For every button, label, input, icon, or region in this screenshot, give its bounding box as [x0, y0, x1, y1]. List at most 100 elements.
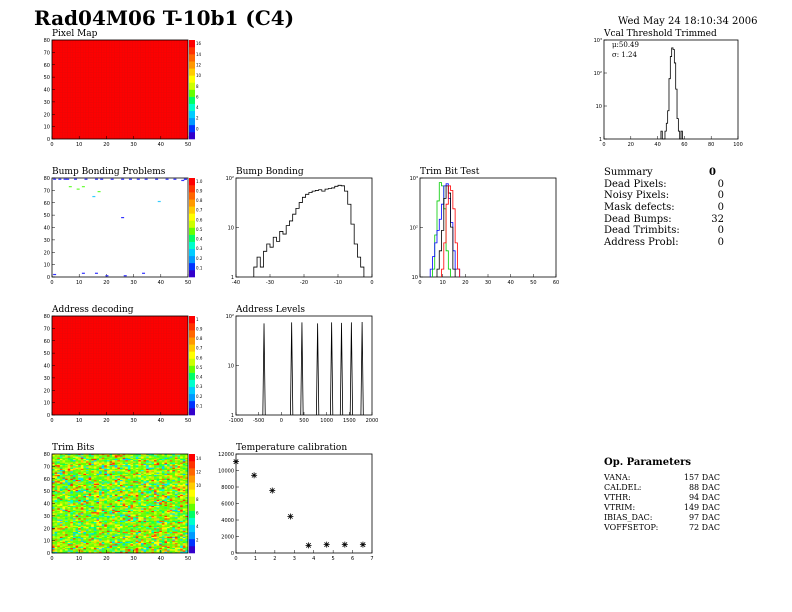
trim_bits-cell	[174, 457, 178, 460]
trim_bits-cell	[54, 522, 58, 524]
trim_bits-cell	[143, 544, 147, 546]
trim_bits-cell	[86, 470, 89, 472]
trim_bits-cell	[143, 541, 147, 544]
trim_bits-cell	[180, 454, 183, 456]
trim_bits-cell	[54, 478, 58, 481]
trim_bits-cell	[169, 462, 173, 465]
trim_bits-cell	[169, 515, 173, 518]
trim_bits-cell	[104, 461, 108, 463]
trim_bits-cell	[135, 508, 139, 510]
trim_bits-cell	[83, 501, 87, 503]
trim_bits-cell	[99, 519, 102, 522]
trim_bits-cell	[154, 491, 157, 493]
trim_bits-cell	[57, 486, 61, 488]
trim_bits-cell	[93, 475, 97, 477]
trim_bits-cell	[101, 524, 105, 526]
trim_bits-cell	[151, 473, 155, 476]
trim_bits-cell	[62, 486, 66, 488]
bump_problems-point	[81, 272, 85, 274]
trim_bits-cell	[114, 539, 118, 541]
trim_bits-cell	[120, 483, 123, 486]
trim_bits-cell	[151, 492, 155, 494]
trim_bits-cell	[99, 487, 102, 489]
trim_bits-cell	[127, 460, 131, 462]
trim_bits-cell	[138, 540, 142, 543]
trim_bits-cell	[70, 475, 74, 477]
trim_bits-cell	[109, 461, 113, 463]
trim_bits-cell	[120, 478, 123, 481]
trim_bits-cell	[96, 455, 100, 457]
trim_bits-cell	[154, 508, 157, 510]
trim_bits-cell	[133, 488, 136, 491]
trim_bits-cell	[143, 545, 147, 548]
trim_bits-cell	[138, 534, 142, 536]
pixel_map-y-tick-label: 0	[47, 137, 50, 143]
address_decoding-y-tick-label: 40	[44, 364, 50, 370]
trim_bits-cell	[117, 549, 121, 551]
trim_bits-cell	[161, 499, 165, 502]
trim_bits-cell	[154, 492, 157, 494]
trim_bits-cell	[122, 538, 126, 540]
trim_bits-cell	[159, 535, 163, 538]
trim_bits-cell	[109, 505, 113, 508]
trim_bits-cell	[75, 467, 79, 470]
trim_bits-cell	[78, 498, 81, 500]
trim_bits-cell	[148, 503, 152, 505]
trim_bits-cell	[185, 549, 189, 551]
trim_bits-cell	[75, 508, 79, 510]
trim_bits-cell	[146, 549, 149, 551]
trim_bits-cell	[127, 463, 131, 466]
bump_problems-point	[105, 275, 109, 277]
bump_problems-point	[68, 186, 72, 188]
trim_bits-cell	[169, 523, 173, 525]
address_decoding-color-scale-segment	[189, 393, 195, 402]
trim_bits-cell	[88, 503, 92, 505]
trim_bits-cell	[117, 534, 121, 536]
trim_bits-cell	[140, 520, 144, 523]
trim_bits-cell	[114, 502, 118, 504]
trim_bits-cell	[154, 465, 157, 467]
trim_bits-cell	[106, 487, 110, 489]
trim_bits-cell	[167, 486, 170, 488]
trim_bits-cell	[96, 505, 100, 508]
trim_bits-cell	[96, 483, 100, 486]
trim_bits-cell	[122, 510, 126, 513]
trim_bits-cell	[112, 510, 115, 513]
trim_bits-cell	[172, 457, 176, 460]
trim_bits-cell	[154, 524, 157, 526]
trim_bits-cell	[93, 514, 97, 517]
trim_bits-cell	[112, 536, 115, 539]
trim_bits-cell	[112, 508, 115, 510]
trim_bits-cell	[154, 505, 157, 508]
trim_bits-cell	[70, 543, 74, 545]
trim_bits-cell	[67, 494, 71, 497]
trim_bits-cell	[88, 510, 92, 513]
trim_bits-cell	[169, 534, 173, 536]
trim_bits-cell	[52, 463, 55, 466]
trim_bits-cell	[167, 539, 170, 541]
trim_bits-cell	[72, 536, 76, 539]
trim_bits-cell	[133, 515, 136, 518]
trim_bits-cell	[67, 478, 71, 481]
trim_bits-cell	[65, 548, 68, 550]
trim_bits-cell	[125, 528, 129, 530]
trim_bits-cell	[99, 508, 102, 510]
trim_bits-cell	[86, 510, 89, 513]
trim_bits-cell	[80, 466, 84, 468]
trim_bits-cell	[112, 529, 115, 531]
trim_bits-cell	[78, 466, 81, 468]
trim_bits-cell	[161, 472, 165, 474]
trim_bits-cell	[167, 494, 170, 497]
trim_bits-cell	[65, 463, 68, 466]
trim_bits-cell	[169, 496, 173, 498]
trim_bits-cell	[130, 482, 134, 484]
trim_bits-cell	[133, 528, 136, 530]
trim_bits-cell	[154, 488, 157, 491]
trim_bits-cell	[52, 470, 55, 472]
address_decoding-z-tick-label: 1	[196, 317, 199, 322]
temperature-marker	[269, 487, 276, 494]
trim_bits-cell	[154, 479, 157, 482]
trim_bits-cell	[75, 461, 79, 463]
trim_bits-cell	[75, 494, 79, 497]
trim_bits-cell	[57, 533, 61, 535]
